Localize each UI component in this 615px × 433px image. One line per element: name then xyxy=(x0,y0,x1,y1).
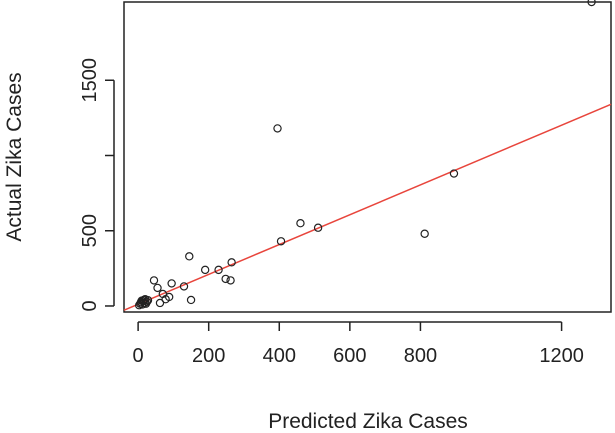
regression-line-group xyxy=(123,103,612,311)
data-point xyxy=(185,252,194,261)
data-point xyxy=(587,0,596,7)
x-tick-label: 600 xyxy=(333,345,366,367)
x-tick-label: 0 xyxy=(133,345,144,367)
x-tick-label: 1200 xyxy=(539,345,584,367)
x-tick-label: 200 xyxy=(192,345,225,367)
data-points xyxy=(134,0,596,310)
data-point xyxy=(420,229,429,238)
data-point xyxy=(214,265,223,275)
data-point xyxy=(296,219,305,228)
plot-frame xyxy=(123,1,612,313)
y-axis-title: Actual Zika Cases xyxy=(3,72,26,241)
data-point xyxy=(221,274,230,284)
data-point xyxy=(276,237,286,246)
y-axis: 0 500 1500 xyxy=(79,58,115,312)
data-point xyxy=(200,265,210,275)
y-tick-label: 1500 xyxy=(79,58,101,103)
data-point xyxy=(227,258,236,267)
y-tick-label: 0 xyxy=(79,300,101,311)
data-point xyxy=(449,169,459,178)
regression-line xyxy=(123,103,612,311)
data-point xyxy=(273,124,282,133)
x-axis: 0 200 400 600 800 1200 xyxy=(133,321,584,367)
x-tick-label: 800 xyxy=(404,345,437,367)
data-point xyxy=(226,276,235,285)
x-tick-label: 400 xyxy=(263,345,296,367)
data-point xyxy=(179,282,189,291)
data-point xyxy=(142,297,152,306)
x-axis-title: Predicted Zika Cases xyxy=(268,410,468,433)
data-point xyxy=(143,296,153,305)
data-point xyxy=(186,295,196,305)
data-point xyxy=(164,292,174,302)
data-point xyxy=(153,283,162,293)
data-point xyxy=(155,298,165,308)
y-tick-label: 500 xyxy=(79,214,101,247)
data-point xyxy=(167,279,176,288)
data-point xyxy=(313,223,323,232)
data-point xyxy=(149,276,159,285)
